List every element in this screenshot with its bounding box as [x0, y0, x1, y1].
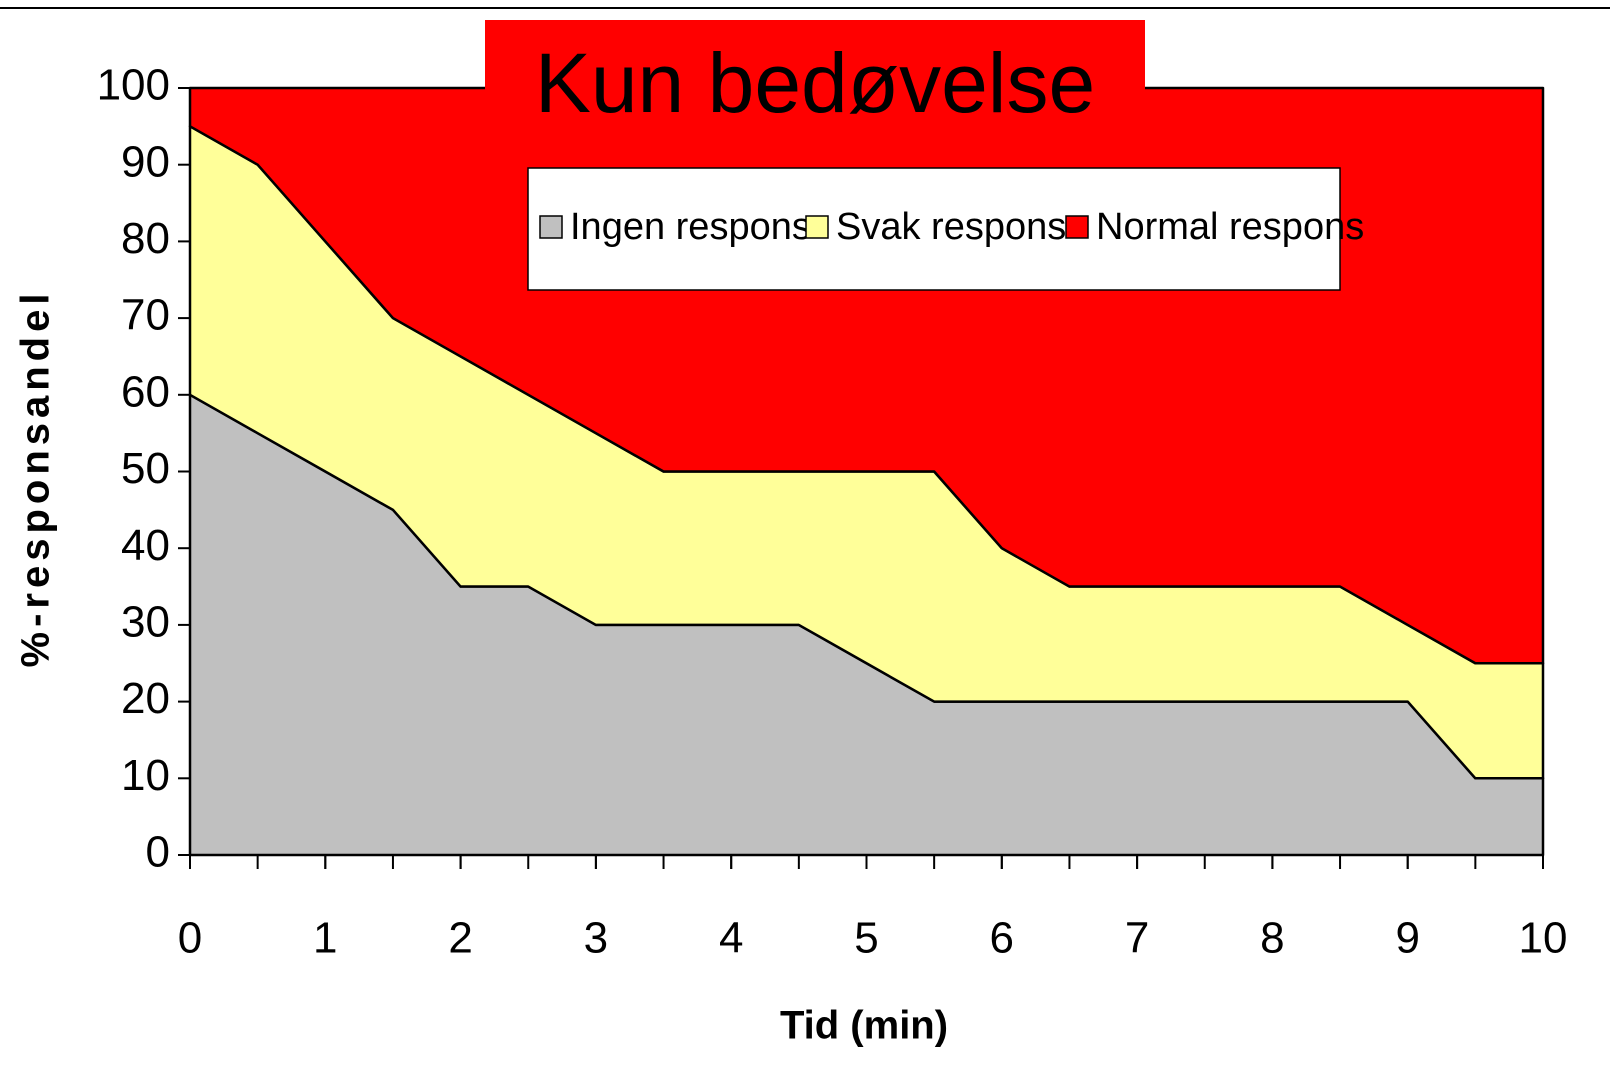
x-tick-label: 5: [854, 914, 878, 963]
x-tick-label: 8: [1260, 914, 1284, 963]
legend-label: Normal respons: [1096, 206, 1364, 248]
y-tick-label: 100: [97, 61, 170, 110]
x-tick-label: 7: [1125, 914, 1149, 963]
title-box: [485, 20, 1145, 132]
y-tick-label: 80: [121, 214, 170, 263]
x-tick-label: 10: [1519, 914, 1568, 963]
x-axis-label: Tid (min): [780, 1004, 948, 1048]
legend-box: [527, 167, 1341, 291]
y-tick-label: 90: [121, 137, 170, 186]
x-tick-label: 4: [719, 914, 743, 963]
y-axis-label: %-responsandel: [14, 289, 58, 668]
y-tick-label: 70: [121, 291, 170, 340]
legend-label: Ingen respons: [570, 206, 811, 248]
y-tick-label: 60: [121, 367, 170, 416]
x-tick-label: 0: [178, 914, 202, 963]
axes: 0 10 20 30 40 50 60 70 80 90 100 0 1 2 3 4 5 6 7 8 9 10: [97, 61, 1568, 963]
x-tick-label: 3: [584, 914, 608, 963]
y-tick-label: 30: [121, 598, 170, 647]
x-tick-label: 2: [448, 914, 472, 963]
legend: Ingen respons Svak respons Normal respons: [539, 206, 1364, 248]
legend-swatch: [539, 215, 563, 239]
y-tick-label: 0: [146, 828, 170, 877]
x-tick-label: 9: [1395, 914, 1419, 963]
y-tick-label: 10: [121, 751, 170, 800]
y-tick-label: 50: [121, 444, 170, 493]
x-tick-label: 1: [313, 914, 337, 963]
chart-title: Kun bedøvelse: [535, 36, 1095, 130]
y-tick-label: 40: [121, 521, 170, 570]
legend-label: Svak respons: [836, 206, 1066, 248]
x-tick-label: 6: [990, 914, 1014, 963]
legend-swatch: [1065, 215, 1089, 239]
legend-swatch: [805, 215, 829, 239]
y-tick-label: 20: [121, 674, 170, 723]
